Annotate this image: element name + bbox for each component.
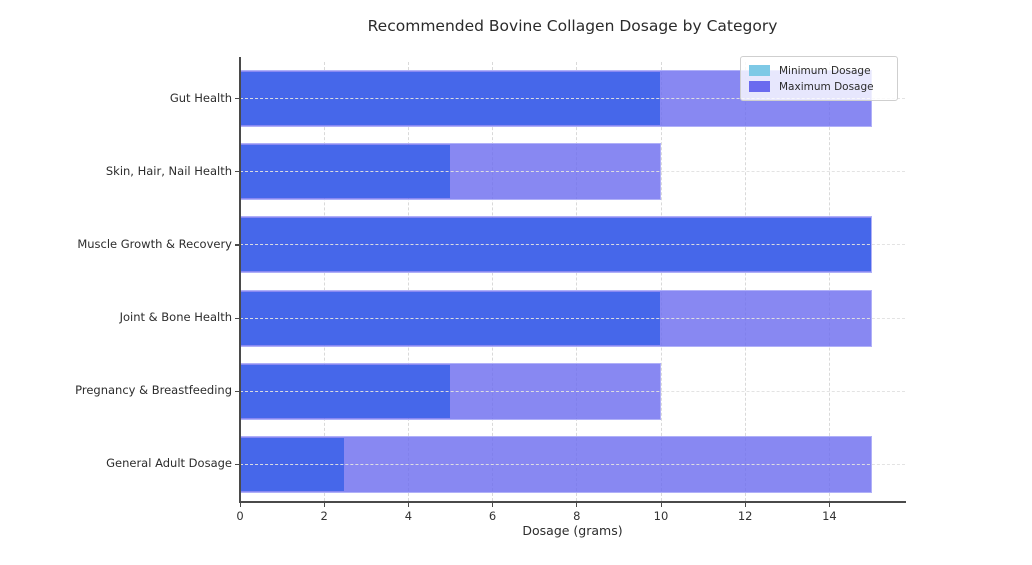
grid-line-horizontal: [240, 244, 905, 246]
category-label: Muscle Growth & Recovery: [77, 236, 232, 251]
grid-line-vertical: [323, 62, 325, 501]
category-label: General Adult Dosage: [106, 456, 232, 471]
x-axis-label: Dosage (grams): [522, 523, 623, 538]
x-axis-spine: [239, 501, 906, 503]
x-tick-mark: [660, 502, 662, 507]
x-tick-label: 6: [488, 509, 497, 523]
y-tick-mark: [234, 244, 239, 246]
x-tick-mark: [492, 502, 494, 507]
grid-line-vertical: [744, 62, 746, 501]
grid-line-horizontal: [240, 98, 905, 100]
x-tick-label: 14: [822, 509, 837, 523]
legend-label: Minimum Dosage: [779, 64, 871, 77]
x-tick-mark: [323, 502, 325, 507]
legend-swatch-minimum: [749, 65, 770, 76]
y-tick-mark: [234, 98, 239, 100]
category-label: Joint & Bone Health: [119, 310, 232, 325]
x-tick-label: 0: [236, 509, 244, 523]
grid-line-horizontal: [240, 463, 905, 465]
grid-line-vertical: [828, 62, 830, 501]
category-label: Gut Health: [169, 90, 232, 105]
x-tick-mark: [744, 502, 746, 507]
x-tick-label: 12: [737, 509, 753, 523]
x-tick-mark: [407, 502, 410, 507]
grid-line-vertical: [660, 62, 662, 501]
legend: Minimum Dosage Maximum Dosage: [740, 56, 898, 101]
grid-line-horizontal: [240, 390, 905, 392]
x-tick-label: 2: [320, 509, 328, 523]
legend-label: Maximum Dosage: [779, 80, 874, 93]
category-label: Skin, Hair, Nail Health: [105, 163, 232, 178]
x-tick-mark: [576, 502, 578, 507]
x-tick-label: 8: [573, 509, 581, 523]
x-tick-label: 4: [404, 509, 413, 523]
grid-line-horizontal: [240, 171, 905, 173]
y-axis-spine: [239, 57, 241, 502]
grid-line-vertical: [407, 62, 409, 501]
legend-item: Maximum Dosage: [749, 79, 889, 94]
y-tick-mark: [234, 390, 239, 392]
chart-title: Recommended Bovine Collagen Dosage by Ca…: [367, 17, 778, 35]
y-tick-mark: [234, 317, 239, 319]
plot-area: [240, 62, 905, 501]
y-tick-mark: [234, 463, 239, 466]
grid-line-horizontal: [240, 317, 905, 319]
x-tick-label: 10: [653, 509, 669, 523]
grid-line-vertical: [492, 62, 494, 501]
category-label: Pregnancy & Breastfeeding: [75, 383, 232, 398]
y-tick-mark: [234, 171, 239, 173]
grid-line-vertical: [576, 62, 578, 501]
legend-swatch-maximum: [749, 81, 770, 92]
x-tick-mark: [239, 502, 241, 507]
x-tick-mark: [828, 502, 831, 507]
legend-item: Minimum Dosage: [749, 63, 889, 78]
